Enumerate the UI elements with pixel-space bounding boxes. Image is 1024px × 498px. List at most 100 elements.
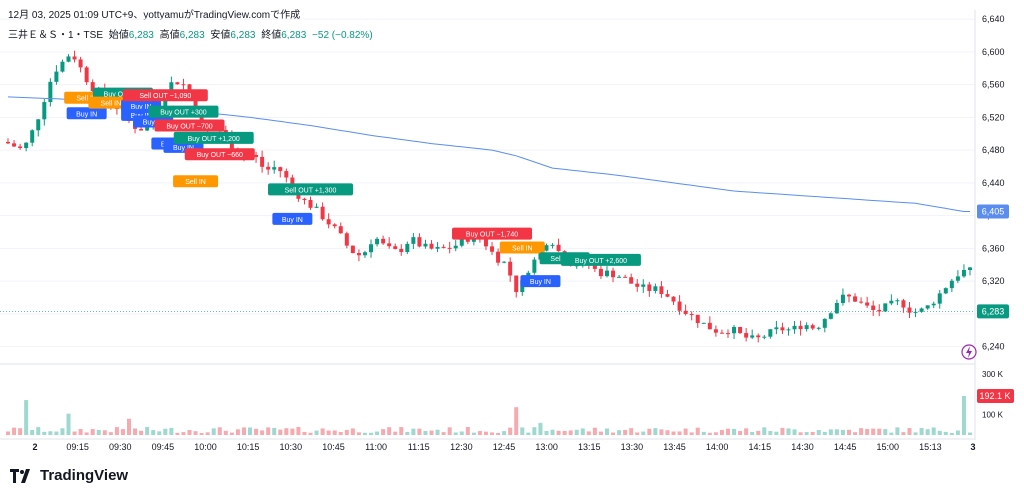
candle-body [859, 301, 864, 303]
signal-buy-out_neg[interactable]: Buy OUT −1,740 [452, 227, 533, 240]
volume-bar [60, 428, 65, 435]
candle-body [641, 284, 646, 287]
candle-body [968, 267, 972, 271]
time-tick-label: 14:15 [749, 442, 772, 452]
candle-body [550, 244, 555, 246]
volume-bar [465, 427, 470, 435]
volume-bar [199, 432, 204, 435]
tradingview-logo-icon [10, 468, 30, 483]
candle-body [919, 308, 924, 312]
volume-bar [193, 431, 198, 435]
price-tick-label: 6,480 [982, 145, 1005, 155]
price-tick-label: 6,360 [982, 243, 1005, 253]
signal-buy-out_pos[interactable]: Sell OUT +1,300 [268, 183, 354, 196]
volume-bar [332, 430, 337, 435]
price-axis[interactable]: 6,6406,6006,5606,5206,4806,4406,4006,360… [977, 14, 1009, 352]
signal-buy-out_pos[interactable]: Buy OUT +1,200 [173, 131, 254, 144]
signal-buy-out_pos[interactable]: Buy OUT +300 [148, 105, 219, 118]
volume-bar [901, 432, 906, 435]
volume-bar [828, 429, 833, 435]
signal-box [148, 105, 219, 118]
signal-box [184, 148, 255, 161]
candle-body [326, 219, 331, 225]
volume-bar [447, 427, 452, 435]
volume-bar [387, 427, 392, 435]
open-value: 6,283 [128, 30, 154, 41]
candle-body [701, 322, 706, 324]
time-axis[interactable]: 2 09:15 09:30 09:45 10:00 10:15 10:30 10:45 11:0… [0, 438, 976, 452]
volume-bar [592, 427, 597, 435]
flash-icon[interactable] [961, 344, 977, 360]
candle-body [459, 239, 464, 246]
signal-buy-out_pos[interactable]: Buy OUT +2,600 [560, 253, 641, 266]
volume-bar [217, 427, 222, 435]
volume-bar [865, 428, 870, 435]
signal-buy-in[interactable]: Buy IN [272, 212, 313, 225]
volume-bar [30, 429, 35, 435]
volume-bar [780, 428, 785, 435]
volume-bar [653, 428, 658, 435]
volume-bar [108, 432, 113, 435]
volume-bar [151, 430, 156, 435]
volume-bar [12, 427, 17, 435]
signal-label: Buy IN [282, 217, 303, 224]
candle-body [54, 71, 59, 82]
volume-bar [732, 428, 737, 435]
time-tick-label: 13:45 [663, 442, 686, 452]
volume-bar [611, 432, 616, 435]
candle-body [937, 293, 942, 304]
volume-bar [532, 427, 537, 435]
candle-body [139, 128, 144, 131]
signal-buy-in[interactable]: Buy IN [66, 107, 107, 120]
volume-bar [278, 429, 283, 435]
symbol-name[interactable]: 三井Ｅ＆Ｓ・1・TSE [8, 30, 104, 41]
volume-bar [139, 430, 144, 435]
volume-bar [54, 431, 59, 435]
candle-body [24, 142, 29, 149]
volume-bar [810, 431, 815, 435]
volume-bar [435, 429, 440, 435]
signal-sell-in[interactable]: Sell IN [499, 241, 545, 254]
volume-bar [859, 428, 864, 435]
volume-bar [133, 428, 138, 435]
volume-bar [659, 429, 664, 435]
change-value: −52 (−0.82%) [312, 30, 373, 41]
volume-bar [508, 427, 513, 435]
volume-bar [84, 432, 89, 435]
signal-buy-in[interactable]: Buy IN [520, 275, 561, 288]
volume-bar [514, 407, 519, 435]
volume-bar [665, 430, 670, 435]
signal-sell-in[interactable]: Sell IN [173, 175, 219, 188]
volume-tick-label: 300 K [982, 370, 1004, 379]
candle-body [356, 253, 361, 256]
candle-body [6, 141, 10, 144]
candle-body [508, 261, 513, 276]
volume-bar [235, 429, 240, 435]
candle-body [943, 288, 948, 294]
candle-body [350, 245, 355, 254]
time-tick-label: 15:13 [919, 442, 942, 452]
symbol-legend: 三井Ｅ＆Ｓ・1・TSE 始値6,283 高値6,283 安値6,283 終値6,… [8, 26, 373, 41]
candle-body [635, 283, 640, 287]
close-label: 終値 [261, 30, 282, 41]
candle-body [780, 327, 785, 331]
signal-buy-out_neg[interactable]: Buy OUT −700 [154, 119, 225, 132]
volume-bar [302, 431, 307, 435]
signal-box [122, 89, 208, 102]
candle-body [399, 248, 404, 252]
volume-bar [968, 432, 972, 435]
candle-body [502, 261, 507, 263]
signal-buy-out_neg[interactable]: Buy OUT −660 [184, 148, 255, 161]
volume-bar [471, 432, 476, 435]
time-tick-label: 3 [970, 442, 975, 452]
candle-body [381, 238, 386, 244]
volume-bar [955, 430, 960, 435]
candle-body [725, 333, 730, 335]
signal-box [499, 241, 545, 254]
time-tick-label: 14:45 [834, 442, 857, 452]
time-tick-label: 09:30 [109, 442, 132, 452]
volume-bar [496, 432, 501, 435]
signal-buy-out_neg[interactable]: Sell OUT −1,090 [122, 89, 208, 102]
